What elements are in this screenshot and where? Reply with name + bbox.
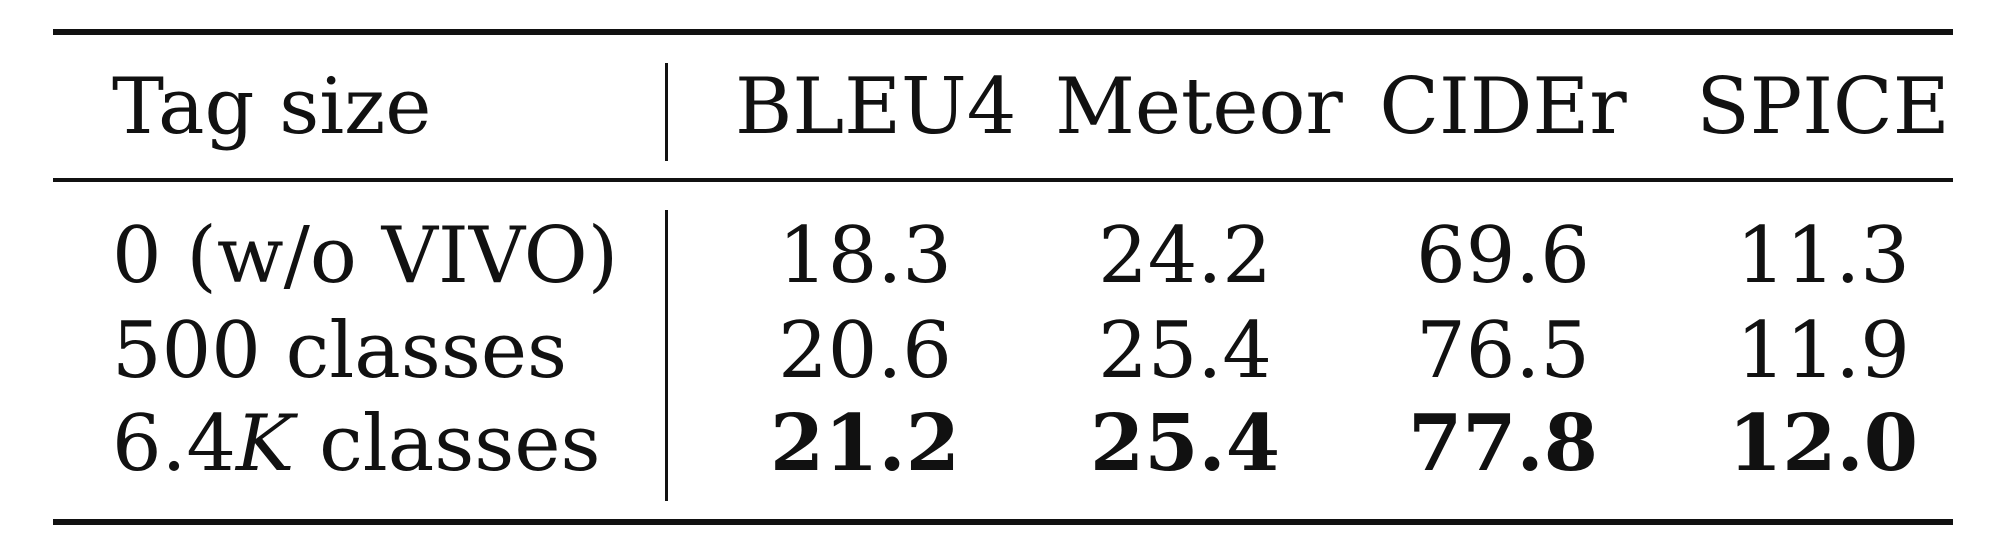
bottom-rule bbox=[53, 519, 1953, 525]
row-1-spice: 11.9 bbox=[1736, 306, 1910, 396]
header-meteor: Meteor bbox=[1055, 62, 1343, 152]
row-0-label: 0 (w/o VIVO) bbox=[112, 211, 619, 301]
header-bleu4: BLEU4 bbox=[735, 62, 1017, 152]
header-spice: SPICE bbox=[1696, 62, 1950, 152]
row-2-label: 6.4K classes bbox=[112, 405, 601, 483]
header-tag-size: Tag size bbox=[112, 62, 432, 152]
header-cider: CIDEr bbox=[1379, 62, 1627, 152]
row-2-label-prefix: 6.4 bbox=[112, 399, 237, 489]
row-2-label-k: K bbox=[236, 399, 295, 489]
row-1-bleu4: 20.6 bbox=[778, 306, 952, 396]
row-1-cider: 76.5 bbox=[1416, 306, 1590, 396]
row-2-meteor: 25.4 bbox=[1090, 398, 1280, 489]
header-rule bbox=[53, 178, 1953, 182]
row-0-bleu4: 18.3 bbox=[778, 211, 952, 301]
row-2-bleu4: 21.2 bbox=[770, 398, 960, 489]
row-2-spice: 12.0 bbox=[1728, 398, 1918, 489]
row-2-cider: 77.8 bbox=[1408, 398, 1598, 489]
row-1-meteor: 25.4 bbox=[1098, 306, 1272, 396]
row-0-cider: 69.6 bbox=[1416, 211, 1590, 301]
row-0-meteor: 24.2 bbox=[1098, 211, 1272, 301]
row-1-label: 500 classes bbox=[112, 306, 568, 396]
top-rule bbox=[53, 29, 1953, 35]
row-0-spice: 11.3 bbox=[1736, 211, 1910, 301]
body-column-divider bbox=[665, 210, 668, 501]
row-2-label-suffix: classes bbox=[294, 399, 601, 489]
header-column-divider bbox=[665, 63, 668, 161]
